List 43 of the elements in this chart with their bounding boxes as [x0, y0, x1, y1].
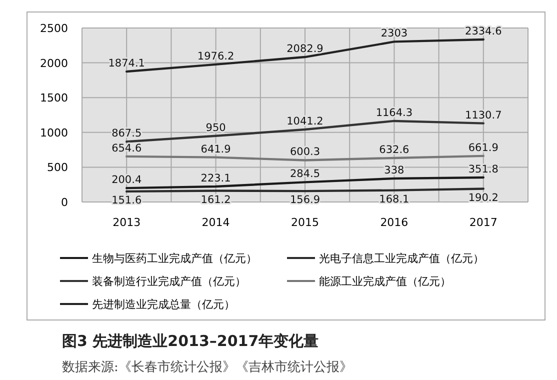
legend-label: 生物与医药工业完成产值（亿元） — [92, 252, 257, 265]
x-tick-label: 2014 — [202, 216, 230, 229]
data-label: 151.6 — [112, 194, 142, 206]
data-label: 1976.2 — [197, 50, 234, 62]
data-label: 351.8 — [468, 164, 498, 176]
source-note: 数据来源:《长春市统计公报》《吉林市统计公报》 — [62, 360, 352, 375]
data-label: 632.6 — [379, 144, 410, 156]
data-label: 1130.7 — [465, 109, 502, 122]
data-label: 1041.2 — [286, 116, 324, 128]
y-tick-label: 2500 — [40, 22, 68, 35]
data-label: 338 — [384, 164, 404, 176]
y-tick-label: 500 — [47, 161, 68, 174]
y-tick-label: 1000 — [40, 126, 68, 140]
x-tick-label: 2015 — [291, 216, 319, 229]
y-tick-label: 1500 — [40, 92, 68, 105]
data-label: 284.5 — [290, 168, 320, 180]
legend-label: 光电子信息工业完成产值（亿元） — [319, 252, 484, 265]
data-label: 950 — [206, 122, 226, 134]
data-label: 641.9 — [200, 143, 231, 156]
data-label: 156.9 — [290, 194, 320, 206]
data-label: 223.1 — [200, 172, 231, 184]
data-label: 661.9 — [468, 142, 498, 154]
caption: 图3 先进制造业2013–2017年变化量 — [62, 332, 319, 350]
data-label: 1164.3 — [376, 106, 413, 119]
legend-label: 能源工业完成产值（亿元） — [319, 275, 451, 288]
data-label: 190.2 — [468, 192, 498, 204]
y-tick-label: 0 — [61, 196, 68, 209]
x-tick-label: 2016 — [380, 216, 408, 229]
data-label: 200.4 — [112, 174, 142, 186]
x-tick-label: 2013 — [112, 216, 141, 229]
data-label: 2082.9 — [286, 43, 324, 56]
data-label: 2334.6 — [465, 26, 502, 38]
data-label: 1874.1 — [108, 58, 145, 70]
data-label: 600.3 — [290, 146, 320, 158]
data-label: 161.2 — [200, 194, 231, 206]
y-tick-label: 2000 — [40, 56, 68, 70]
data-label: 168.1 — [379, 193, 410, 206]
data-label: 2303 — [380, 28, 408, 40]
legend-label: 装备制造行业完成产值（亿元） — [92, 275, 246, 288]
data-label: 654.6 — [112, 142, 142, 154]
x-tick-label: 2017 — [469, 216, 498, 229]
data-label: 867.5 — [112, 128, 142, 140]
legend-label: 先进制造业完成总量（亿元） — [92, 298, 235, 311]
